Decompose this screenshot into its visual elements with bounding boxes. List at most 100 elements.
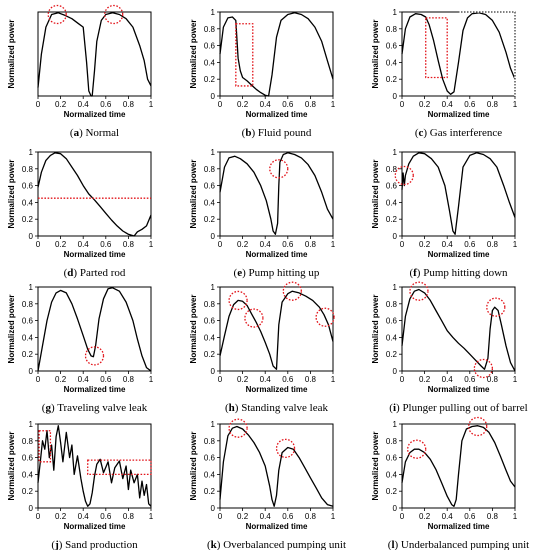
y-axis-label: Normalized power: [371, 160, 380, 229]
panel-caption: (e) Pump hitting up: [234, 267, 320, 279]
x-tick-label: 1: [331, 375, 336, 384]
caption-paren-open: (: [64, 267, 68, 279]
plot-frame: [401, 423, 516, 509]
annotation-circle: [275, 438, 296, 459]
y-tick-label: 0.4: [386, 198, 398, 207]
y-axis-label: Normalized power: [371, 20, 380, 89]
x-tick-label: 0.2: [55, 240, 67, 249]
y-tick-label: 0.4: [22, 198, 34, 207]
y-tick-label: 0: [393, 504, 398, 513]
x-axis-label: Normalized time: [64, 110, 126, 119]
x-tick-label: 0.2: [419, 240, 431, 249]
y-axis-label: Normalized power: [371, 432, 380, 501]
y-tick-label: 1: [211, 283, 216, 292]
plot-frame: [401, 11, 516, 97]
annotation-box: [425, 17, 448, 79]
x-tick-label: 0.2: [419, 100, 431, 109]
caption-letter: k: [211, 539, 218, 550]
x-tick-label: 0.6: [464, 512, 476, 521]
y-tick-label: 0.6: [386, 42, 398, 51]
x-tick-label: 0.8: [305, 100, 317, 109]
y-tick-label: 0.2: [204, 350, 216, 359]
x-axis-label: Normalized time: [246, 110, 308, 119]
y-tick-label: 0.6: [204, 317, 216, 326]
chart-panel-a: 0 0.2 0.4 0.6 0.8 1 Normalized time Normalized …: [7, 4, 154, 139]
x-axis-label: Normalized time: [64, 522, 126, 531]
x-tick-label: 0.4: [260, 100, 272, 109]
power-curve: [219, 425, 334, 507]
plot-frame: [219, 286, 334, 372]
y-tick-label: 1: [393, 148, 398, 157]
annotation-circle: [394, 165, 414, 186]
y-tick-label: 1: [393, 8, 398, 17]
caption-letter: j: [54, 539, 59, 550]
power-curve: [401, 288, 516, 372]
caption-paren-open: (: [409, 267, 413, 279]
caption-paren-close: ): [395, 539, 401, 550]
x-tick-label: 1: [149, 100, 154, 109]
x-tick-label: 0.2: [237, 100, 249, 109]
x-tick-label: 0: [218, 240, 223, 249]
y-tick-label: 1: [29, 148, 34, 157]
x-tick-label: 0.8: [305, 512, 317, 521]
chart-panel-c: 0 0.2 0.4 0.6 0.8 1 0 0.2 0.4 0.6 0.8 1 Normalized t…: [371, 8, 518, 139]
y-tick-label: 0.8: [386, 300, 398, 309]
annotation-circle: [228, 418, 248, 438]
caption-paren-open: (: [389, 402, 393, 414]
x-tick-label: 0.6: [464, 375, 476, 384]
y-tick-label: 0.2: [386, 75, 398, 84]
x-tick-label: 1: [513, 240, 518, 249]
x-tick-label: 0.6: [100, 512, 112, 521]
y-tick-label: 1: [29, 420, 34, 429]
panel-caption: (g) Traveling valve leak: [42, 402, 148, 414]
plot-frame: [37, 11, 152, 97]
caption-paren-close: ): [217, 539, 223, 550]
x-tick-label: 0.4: [442, 100, 454, 109]
caption-paren-open: (: [415, 127, 419, 139]
x-tick-label: 0.4: [78, 100, 90, 109]
plot-frame: [37, 423, 152, 509]
x-tick-label: 0: [400, 512, 405, 521]
x-tick-label: 0: [400, 375, 405, 384]
power-curve: [401, 152, 516, 235]
x-tick-label: 0.8: [305, 375, 317, 384]
y-tick-label: 0.6: [386, 317, 398, 326]
panel-caption: (j) Sand production: [51, 539, 138, 550]
panel-caption: (l) Underbalanced pumping unit: [388, 539, 529, 550]
y-tick-label: 0.4: [386, 58, 398, 67]
caption-letter: c: [418, 127, 423, 139]
x-axis-label: Normalized time: [246, 522, 308, 531]
y-tick-label: 0.4: [22, 470, 34, 479]
x-axis-label: Normalized time: [428, 385, 490, 394]
x-tick-label: 0.8: [487, 375, 499, 384]
power-curve: [37, 152, 152, 237]
x-axis-label: Normalized time: [246, 250, 308, 259]
caption-paren-close: ): [396, 402, 402, 414]
y-tick-label: 0.4: [386, 470, 398, 479]
plot-frame: [219, 11, 334, 97]
x-tick-label: 0.6: [282, 240, 294, 249]
plot-frame: [401, 151, 516, 237]
caption-text: Plunger pulling out of barrel: [402, 402, 527, 414]
y-tick-label: 0.6: [204, 42, 216, 51]
x-tick-label: 0.2: [55, 512, 67, 521]
y-tick-label: 0.8: [204, 300, 216, 309]
x-tick-label: 0.4: [78, 240, 90, 249]
x-tick-label: 0.6: [100, 240, 112, 249]
x-tick-label: 0.4: [260, 375, 272, 384]
annotation-circle: [315, 307, 335, 327]
chart-panel-d: 0 0.2 0.4 0.6 0.8 1 0 0.2 0.4 0.6 0.8 1 Normalized t…: [7, 148, 154, 279]
x-tick-label: 0.4: [260, 512, 272, 521]
caption-paren-open: (: [70, 127, 74, 139]
panel-caption: (f) Pump hitting down: [409, 267, 508, 279]
chart-panel-j: 0 0.2 0.4 0.6 0.8 1 0 0.2 0.4 0.6 0.8 1 Normalized t…: [7, 420, 154, 550]
x-axis-label: Normalized time: [64, 250, 126, 259]
caption-paren-open: (: [234, 267, 238, 279]
x-tick-label: 0.8: [123, 100, 135, 109]
annotation-circle: [407, 439, 427, 459]
y-axis-label: Normalized power: [7, 160, 16, 229]
y-tick-label: 0.6: [22, 317, 34, 326]
y-tick-label: 0.8: [386, 437, 398, 446]
caption-paren-close: ): [423, 127, 429, 139]
